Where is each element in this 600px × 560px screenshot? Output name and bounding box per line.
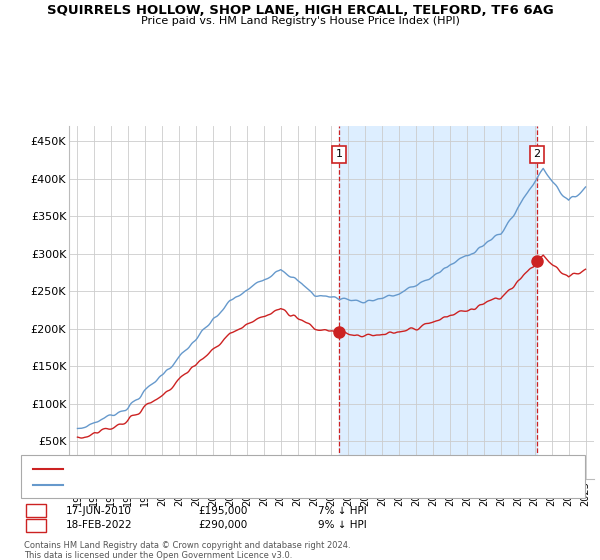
Text: Price paid vs. HM Land Registry's House Price Index (HPI): Price paid vs. HM Land Registry's House … (140, 16, 460, 26)
Text: Contains HM Land Registry data © Crown copyright and database right 2024.
This d: Contains HM Land Registry data © Crown c… (24, 541, 350, 560)
Bar (339, 126, 537, 479)
Text: 17-JUN-2010: 17-JUN-2010 (66, 506, 132, 516)
Text: £290,000: £290,000 (198, 520, 247, 530)
Text: SQUIRRELS HOLLOW, SHOP LANE, HIGH ERCALL, TELFORD, TF6 6AG (detached house): SQUIRRELS HOLLOW, SHOP LANE, HIGH ERCALL… (72, 464, 495, 474)
Text: 9% ↓ HPI: 9% ↓ HPI (318, 520, 367, 530)
Text: 1: 1 (336, 149, 343, 159)
Text: 18-FEB-2022: 18-FEB-2022 (66, 520, 133, 530)
Text: HPI: Average price, detached house, Telford and Wrekin: HPI: Average price, detached house, Telf… (72, 480, 343, 490)
Text: SQUIRRELS HOLLOW, SHOP LANE, HIGH ERCALL, TELFORD, TF6 6AG: SQUIRRELS HOLLOW, SHOP LANE, HIGH ERCALL… (47, 4, 553, 17)
Text: £195,000: £195,000 (198, 506, 247, 516)
Text: 7% ↓ HPI: 7% ↓ HPI (318, 506, 367, 516)
Text: 2: 2 (533, 149, 541, 159)
Text: 2: 2 (32, 520, 40, 530)
Text: 1: 1 (32, 506, 40, 516)
